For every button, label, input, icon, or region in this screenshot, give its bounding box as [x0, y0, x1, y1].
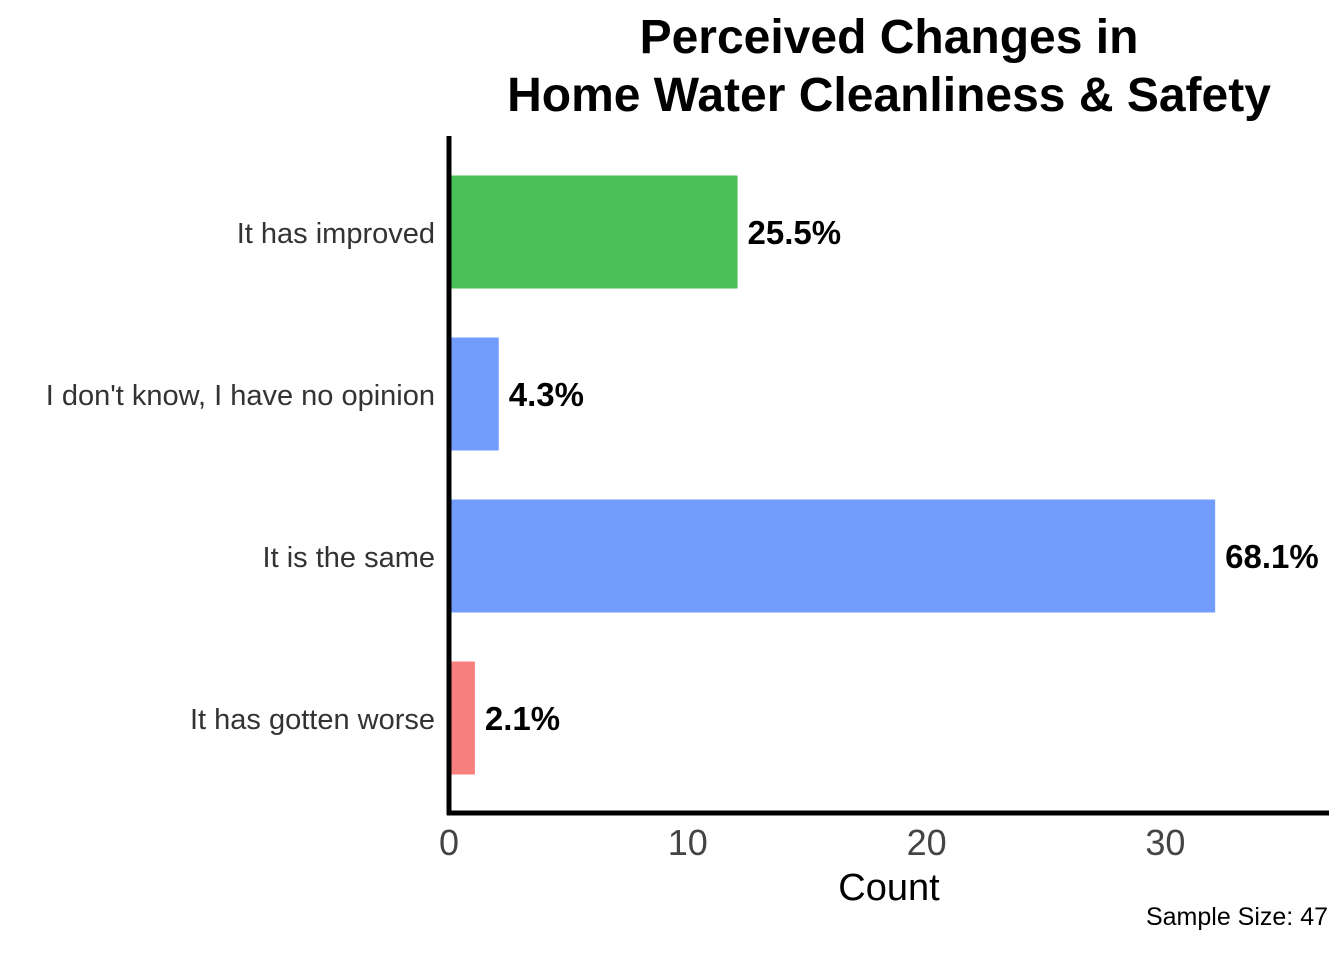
x-tick-label-3: 30: [1145, 822, 1185, 863]
chart-title-line-2: Home Water Cleanliness & Safety: [507, 69, 1271, 122]
x-tick-label-1: 10: [668, 822, 708, 863]
ticks-layer: 0 10 20 30: [439, 822, 1185, 863]
value-label-0: 25.5%: [748, 214, 842, 251]
value-label-3: 2.1%: [485, 700, 560, 737]
bar-3: [451, 661, 475, 775]
sample-size-note: Sample Size: 47: [1146, 903, 1328, 931]
category-label-2: It is the same: [263, 542, 435, 574]
category-label-3: It has gotten worse: [190, 704, 435, 736]
value-label-1: 4.3%: [509, 376, 584, 413]
category-label-1: I don't know, I have no opinion: [46, 380, 435, 412]
value-label-2: 68.1%: [1225, 538, 1319, 575]
chart-title-line-1: Perceived Changes in: [640, 11, 1139, 64]
labels-layer: It has improved 25.5% I don't know, I have…: [46, 214, 1319, 737]
bar-1: [451, 337, 499, 451]
bar-2: [451, 499, 1216, 613]
bar-0: [451, 175, 738, 289]
x-tick-label-0: 0: [439, 822, 459, 863]
x-tick-label-2: 20: [907, 822, 947, 863]
bars-layer: [451, 175, 1216, 775]
x-axis-title: Count: [838, 867, 940, 909]
category-label-0: It has improved: [237, 218, 435, 250]
